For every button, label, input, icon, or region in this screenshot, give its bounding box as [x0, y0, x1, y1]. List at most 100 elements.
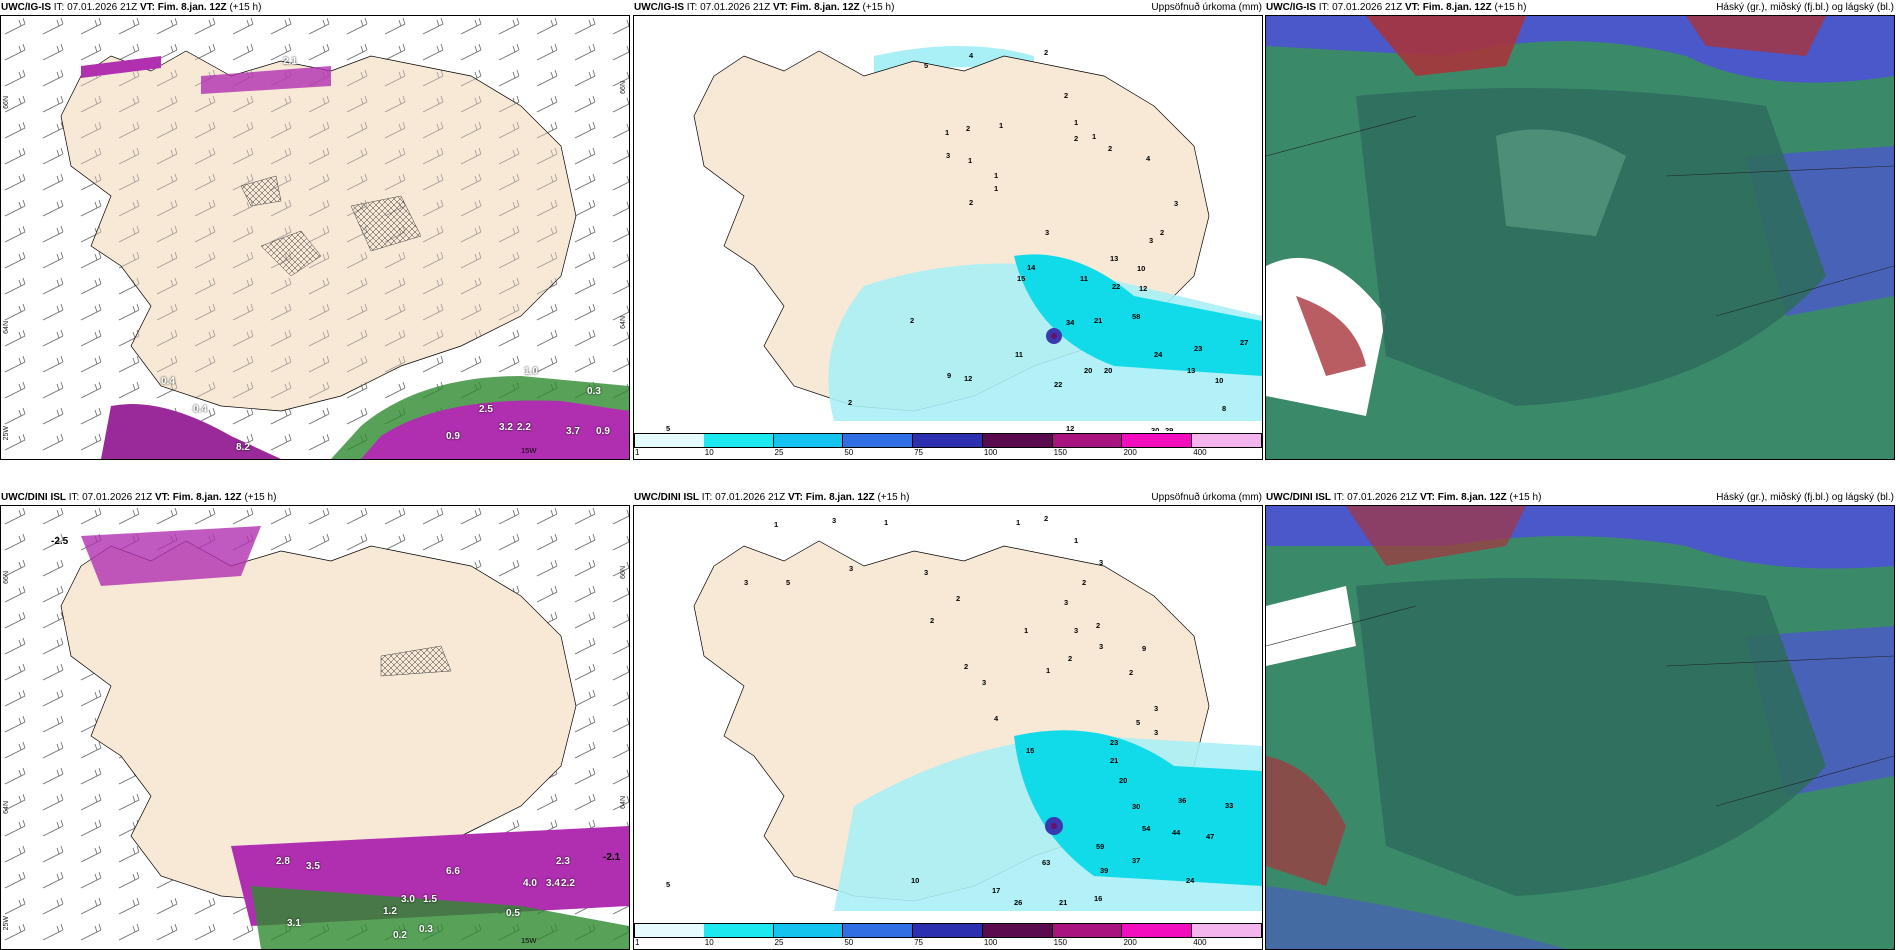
colorbar-swatch: [1052, 433, 1123, 448]
precip-value: 9: [1142, 644, 1147, 653]
precip-value: 12: [1139, 284, 1148, 293]
colorbar-swatch: [843, 433, 914, 448]
colorbar-swatch: [1122, 923, 1193, 938]
colorbar-swatch: [634, 433, 705, 448]
precip-value: 5: [1136, 718, 1141, 727]
colorbar-label: 75: [914, 938, 924, 947]
precip-value: 2: [1082, 578, 1087, 587]
precip-value: 24: [1154, 350, 1163, 359]
temp-value: 2.1: [283, 56, 297, 67]
panel-dini-isl-temperature: UWC/DINI ISL IT: 07.01.2026 21Z VT: Fim.…: [0, 490, 630, 950]
colorbar-label: 100: [983, 448, 998, 457]
colorbar-label: 75: [914, 448, 924, 457]
precip-value: 34: [1066, 318, 1075, 327]
colorbar-label: 200: [1123, 448, 1137, 457]
precip-value: 1: [1046, 666, 1051, 675]
precip-value: 2: [848, 398, 853, 407]
lat-label: 66N: [620, 81, 627, 94]
precip-value: 3: [744, 578, 749, 587]
colorbar-label: 25: [774, 938, 784, 947]
temperature-map: [1, 506, 629, 949]
temp-value: 6.6: [446, 866, 460, 877]
precip-value: 2: [1096, 621, 1101, 630]
lat-label: 66N: [3, 96, 10, 109]
lat-label: 64N: [3, 321, 10, 334]
precip-value: 5: [666, 424, 671, 433]
temp-value: 3.7: [566, 426, 580, 437]
precip-value: 58: [1132, 312, 1141, 321]
colorbar-swatch: [773, 433, 844, 448]
colorbar-swatch: [843, 923, 914, 938]
precip-value: 2: [1074, 134, 1079, 143]
precip-value: 2: [930, 616, 935, 625]
colorbar-label: 400: [1193, 448, 1207, 457]
precip-value: 2: [1064, 91, 1069, 100]
colorbar-label: 100: [983, 938, 998, 947]
map-frame[interactable]: 5 4 2 2 1 2 1 1 3 1 1 2 1 2 1 2 4 3 2 3 …: [633, 15, 1263, 460]
precip-value: 37: [1132, 856, 1141, 865]
precip-value: 17: [992, 886, 1001, 895]
precip-value: 8: [1222, 404, 1227, 413]
temp-value: 1.5: [423, 894, 437, 905]
precip-map: [693, 46, 1262, 421]
precip-value: 3: [982, 678, 987, 687]
precip-value: 10: [911, 876, 920, 885]
panel-header: UWC/IG-IS IT: 07.01.2026 21Z VT: Fim. 8.…: [1, 2, 262, 13]
panel-ig-is-clouds: UWC/IG-IS IT: 07.01.2026 21Z VT: Fim. 8.…: [1265, 0, 1895, 460]
precip-value: 2: [1108, 144, 1113, 153]
precip-value: 23: [1110, 738, 1119, 747]
precip-value: 2: [966, 124, 971, 133]
panel-header: UWC/IG-IS IT: 07.01.2026 21Z VT: Fim. 8.…: [1266, 2, 1894, 13]
precip-value: 24: [1186, 876, 1195, 885]
panel-header: UWC/DINI ISL IT: 07.01.2026 21Z VT: Fim.…: [1266, 492, 1894, 503]
precip-value: 36: [1178, 796, 1187, 805]
precip-value: 2: [910, 316, 915, 325]
map-frame[interactable]: 66N 64N 66N 64N 25W 15W -2.5 2.8 3.5 6.6…: [0, 505, 630, 950]
colorbar-swatch: [1122, 433, 1193, 448]
colorbar-label: 150: [1053, 448, 1068, 457]
precip-value: 26: [1014, 898, 1023, 907]
temp-value: 2.3: [556, 856, 570, 867]
map-frame[interactable]: [1265, 505, 1895, 950]
precip-value: 9: [947, 371, 952, 380]
precip-value: 44: [1172, 828, 1181, 837]
lat-label: 64N: [620, 316, 627, 329]
panel-header: UWC/DINI ISL IT: 07.01.2026 21Z VT: Fim.…: [1, 492, 277, 503]
colorbar-label: 50: [844, 938, 854, 947]
precip-value: 29: [1165, 426, 1173, 435]
precip-value: 1: [1016, 518, 1021, 527]
precip-value: 63: [1042, 858, 1051, 867]
temperature-map: [1, 16, 629, 459]
map-frame[interactable]: 1 3 1 1 3 2 1 3 3 5 3 2 2 2 3 1 2 3 3 9 …: [633, 505, 1263, 950]
precip-value: 1: [994, 171, 999, 180]
map-frame[interactable]: 66N 64N 66N 64N 25W 15W 2.1 0.4 0.4 2.5 …: [0, 15, 630, 460]
panel-dini-isl-clouds: UWC/DINI ISL IT: 07.01.2026 21Z VT: Fim.…: [1265, 490, 1895, 950]
precip-value: 3: [849, 564, 854, 573]
precip-value: 21: [1110, 756, 1119, 765]
lon-label: 15W: [521, 446, 537, 455]
precip-value: 1: [1074, 118, 1079, 127]
temp-value: 0.3: [587, 386, 601, 397]
precip-value: 15: [1017, 274, 1026, 283]
precip-value: 5: [924, 61, 929, 70]
temp-value: -2.5: [51, 536, 69, 547]
precip-value: 1: [968, 156, 973, 165]
precip-value: 10: [1137, 264, 1146, 273]
precip-value: 3: [1064, 598, 1069, 607]
temp-value: 3.5: [306, 861, 320, 872]
map-frame[interactable]: [1265, 15, 1895, 460]
precip-value: 20: [1104, 366, 1113, 375]
precip-value: 3: [832, 516, 837, 525]
colorbar-swatch: [634, 923, 705, 938]
precip-value: 4: [969, 51, 974, 60]
colorbar-swatch: [982, 923, 1053, 938]
lon-label: 25W: [3, 916, 10, 931]
colorbar-swatch: [703, 923, 774, 938]
temp-value: 3.1: [287, 918, 301, 929]
cloud-map: [1266, 506, 1894, 949]
colorbar-label: 150: [1053, 938, 1068, 947]
temp-value: 3.4: [546, 878, 560, 889]
panel-ig-is-precip: UWC/IG-IS IT: 07.01.2026 21Z VT: Fim. 8.…: [633, 0, 1263, 460]
temp-value: 4.0: [523, 878, 537, 889]
temp-value: 3.2: [499, 422, 513, 433]
